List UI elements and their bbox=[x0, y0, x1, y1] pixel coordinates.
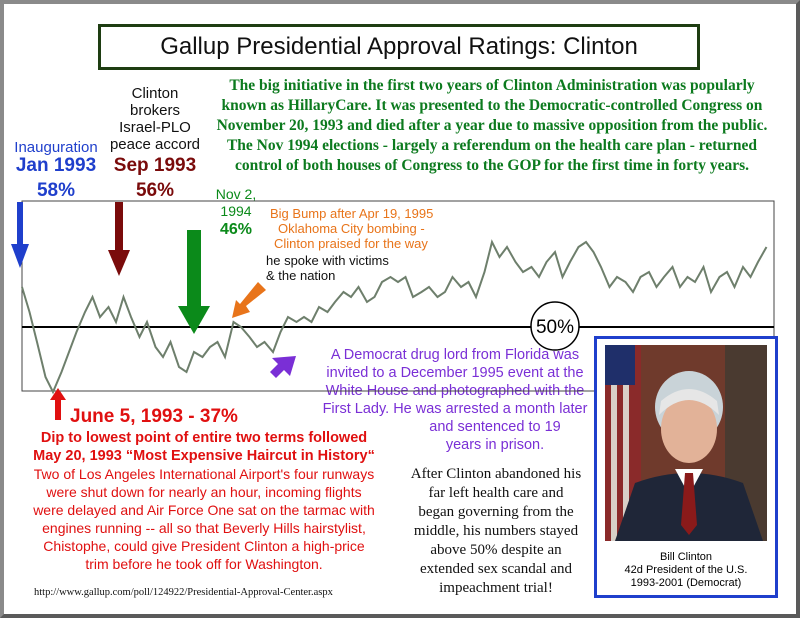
drug-line-4: First Lady. He was arrested a month late… bbox=[322, 401, 588, 417]
plo-date: Sep 1993 bbox=[113, 155, 197, 176]
okc-line-2: Oklahoma City bombing - bbox=[278, 221, 425, 236]
haircut-line-3: were delayed and Air Force One sat on th… bbox=[33, 502, 375, 518]
fifty-percent-label: 50% bbox=[536, 317, 574, 338]
plot-area bbox=[21, 200, 775, 392]
drug-lord-arrow bbox=[270, 356, 296, 378]
inauguration-date: Jan 1993 bbox=[15, 155, 97, 176]
inauguration-arrow bbox=[11, 202, 29, 268]
caption-line-1: Bill Clinton bbox=[660, 551, 712, 563]
after-line-6: extended sex scandal and bbox=[419, 561, 573, 577]
inauguration-label: Inauguration bbox=[14, 139, 98, 156]
plo-label-line-3: Israel-PLO bbox=[119, 119, 191, 136]
drug-line-1: A Democrat drug lord from Florida was bbox=[330, 347, 580, 363]
okc-line-5: & the nation bbox=[266, 268, 336, 283]
nov94-value: 46% bbox=[219, 221, 253, 238]
haircut-arrow bbox=[50, 388, 66, 420]
haircut-headline: June 5, 1993 - 37% bbox=[70, 406, 238, 427]
okc-arrow bbox=[232, 282, 266, 318]
after-line-4: middle, his numbers stayed bbox=[413, 523, 579, 539]
nov94-date-line-2: 1994 bbox=[220, 203, 252, 219]
after-line-5: above 50% despite an bbox=[430, 542, 562, 558]
after-line-2: far left health care and bbox=[428, 485, 564, 501]
chart-title: Gallup Presidential Approval Ratings: Cl… bbox=[160, 33, 638, 60]
okc-line-4: he spoke with victims bbox=[266, 253, 389, 268]
nov94-arrow bbox=[178, 230, 210, 334]
caption-line-3: 1993-2001 (Democrat) bbox=[630, 577, 742, 589]
haircut-line-4: engines running -- all so that Beverly H… bbox=[42, 520, 366, 536]
okc-line-1: Big Bump after Apr 19, 1995 bbox=[270, 206, 434, 221]
haircut-line-5: Chistophe, could give President Clinton … bbox=[43, 538, 365, 554]
photo-caption: Bill Clinton 42d President of the U.S. 1… bbox=[601, 551, 771, 590]
approval-series-line bbox=[21, 239, 768, 395]
plo-label-line-2: brokers bbox=[129, 102, 181, 119]
after-line-7: impeachment trial! bbox=[439, 580, 553, 596]
caption-line-2: 42d President of the U.S. bbox=[624, 564, 748, 576]
clinton-portrait bbox=[605, 345, 767, 541]
okc-line-3: Clinton praised for the way bbox=[274, 236, 428, 251]
source-url: http://www.gallup.com/poll/124922/Presid… bbox=[34, 587, 333, 598]
haircut-line-6: trim before he took off for Washington. bbox=[85, 556, 323, 572]
fifty-percent-marker bbox=[530, 301, 580, 351]
inauguration-value: 58% bbox=[36, 180, 76, 201]
chart-title-box: Gallup Presidential Approval Ratings: Cl… bbox=[98, 24, 700, 70]
plo-label-line-1: Clinton bbox=[131, 85, 179, 102]
nov94-date-line-1: Nov 2, bbox=[215, 186, 257, 202]
intro-paragraph: The big initiative in the first two year… bbox=[216, 77, 768, 174]
haircut-line-1: Two of Los Angeles International Airport… bbox=[33, 466, 375, 482]
plo-label-line-4: peace accord bbox=[109, 136, 201, 153]
drug-line-6: years in prison. bbox=[445, 437, 545, 453]
after-line-3: began governing from the bbox=[418, 504, 574, 520]
after-line-1: After Clinton abandoned his bbox=[410, 466, 582, 482]
photo-box: Bill Clinton 42d President of the U.S. 1… bbox=[594, 336, 778, 598]
haircut-line-2: were shut down for nearly an hour, incom… bbox=[46, 484, 362, 500]
drug-line-5: and sentenced to 19 bbox=[429, 419, 561, 435]
haircut-bold-line-2: May 20, 1993 “Most Expensive Haircut in … bbox=[33, 448, 375, 464]
plo-value: 56% bbox=[135, 180, 175, 201]
haircut-bold-line-1: Dip to lowest point of entire two terms … bbox=[40, 430, 368, 446]
plo-arrow bbox=[108, 202, 130, 276]
drug-line-2: invited to a December 1995 event at the bbox=[326, 365, 584, 381]
